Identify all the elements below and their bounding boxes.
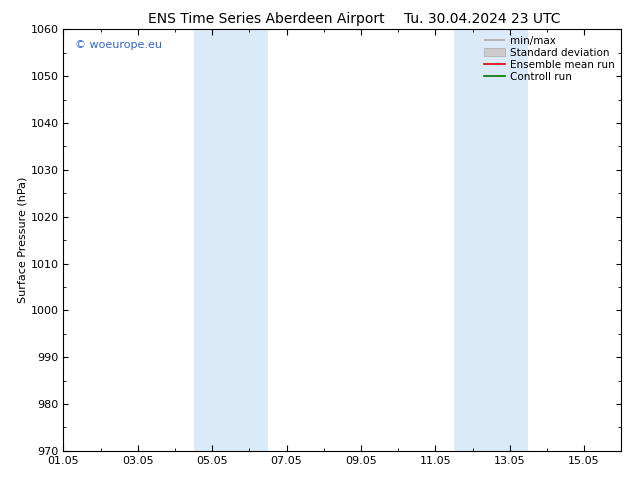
Legend: min/max, Standard deviation, Ensemble mean run, Controll run: min/max, Standard deviation, Ensemble me… [481, 32, 618, 85]
Bar [454, 29, 528, 451]
Text: Tu. 30.04.2024 23 UTC: Tu. 30.04.2024 23 UTC [404, 12, 560, 26]
Y-axis label: Surface Pressure (hPa): Surface Pressure (hPa) [18, 177, 28, 303]
Text: © woeurope.eu: © woeurope.eu [75, 40, 162, 50]
Bar [193, 29, 268, 451]
Text: ENS Time Series Aberdeen Airport: ENS Time Series Aberdeen Airport [148, 12, 385, 26]
